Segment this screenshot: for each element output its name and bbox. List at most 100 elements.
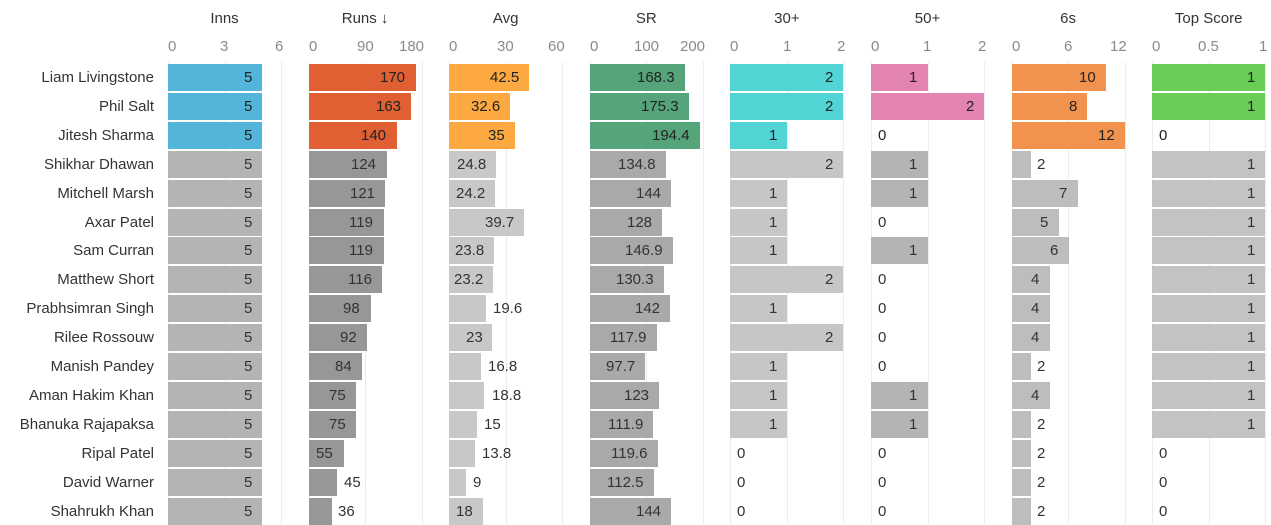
value-label-sixes: 2	[1037, 474, 1046, 491]
value-label-sixes: 2	[1037, 416, 1046, 433]
axis-tick-label: 0.5	[1198, 38, 1219, 55]
value-label-inns: 5	[244, 503, 253, 520]
value-label-inns: 5	[244, 329, 253, 346]
value-label-fifty_plus: 1	[909, 185, 918, 202]
value-label-runs: 84	[335, 358, 352, 375]
value-label-top_score: 1	[1247, 271, 1256, 288]
column-header-avg[interactable]: Avg	[492, 10, 519, 27]
bar-avg	[449, 295, 486, 322]
value-label-sixes: 2	[1037, 358, 1046, 375]
bar-runs	[309, 498, 332, 525]
player-name-label: Aman Hakim Khan	[28, 386, 154, 404]
value-label-sr: 168.3	[637, 69, 675, 86]
value-label-thirty_plus: 2	[825, 271, 834, 288]
axis-tick-label: 12	[1110, 38, 1127, 55]
value-label-inns: 5	[244, 445, 253, 462]
bar-avg	[449, 93, 510, 120]
value-label-sixes: 4	[1031, 300, 1040, 317]
value-label-fifty_plus: 1	[909, 242, 918, 259]
bar-sixes	[1012, 180, 1078, 207]
bar-runs	[309, 93, 411, 120]
gridline	[984, 62, 985, 524]
bar-sr	[590, 64, 685, 91]
gridline	[1125, 62, 1126, 524]
bar-top_score	[1152, 180, 1265, 207]
player-name-label: Rilee Rossouw	[53, 329, 154, 347]
value-label-top_score: 1	[1247, 156, 1256, 173]
bar-sixes	[1012, 122, 1125, 149]
value-label-thirty_plus: 2	[825, 69, 834, 86]
gridline	[449, 62, 450, 524]
gridline	[843, 62, 844, 524]
bar-inns	[168, 469, 262, 496]
axis-tick-label: 0	[309, 38, 318, 55]
column-header-thirty_plus[interactable]: 30+	[774, 10, 800, 27]
bar-thirty_plus	[730, 411, 787, 438]
bar-top_score	[1152, 382, 1265, 409]
player-name-label: Ripal Patel	[81, 444, 154, 462]
bar-avg	[449, 122, 515, 149]
column-header-sr[interactable]: SR	[635, 10, 657, 27]
gridline	[1152, 62, 1153, 524]
column-header-top_score[interactable]: Top Score	[1174, 10, 1243, 27]
value-label-inns: 5	[244, 185, 253, 202]
axis-tick-label: 1	[1259, 38, 1268, 55]
value-label-top_score: 0	[1159, 503, 1168, 520]
bar-avg	[449, 440, 475, 467]
bar-inns	[168, 411, 262, 438]
value-label-fifty_plus: 2	[966, 98, 975, 115]
bar-runs	[309, 324, 367, 351]
value-label-sixes: 2	[1037, 156, 1046, 173]
value-label-thirty_plus: 0	[737, 445, 746, 462]
value-label-avg: 18	[456, 503, 473, 520]
bar-top_score	[1152, 237, 1265, 264]
value-label-sr: 97.7	[606, 358, 636, 375]
value-label-thirty_plus: 1	[769, 416, 778, 433]
column-header-inns[interactable]: Inns	[210, 10, 239, 27]
bar-runs	[309, 266, 382, 293]
bar-sr	[590, 266, 664, 293]
bar-avg	[449, 353, 481, 380]
bar-sixes	[1012, 469, 1031, 496]
value-label-sixes: 4	[1031, 329, 1040, 346]
column-header-sixes[interactable]: 6s	[1060, 10, 1077, 27]
bar-avg	[449, 209, 524, 236]
value-label-inns: 5	[244, 156, 253, 173]
axis-tick-label: 0	[590, 38, 599, 55]
value-label-avg: 16.8	[488, 358, 518, 375]
value-label-sixes: 4	[1031, 271, 1040, 288]
value-label-fifty_plus: 0	[878, 329, 887, 346]
bar-top_score	[1152, 266, 1265, 293]
value-label-top_score: 0	[1159, 474, 1168, 491]
gridline	[871, 62, 872, 524]
bar-inns	[168, 122, 262, 149]
bar-avg	[449, 382, 484, 409]
bar-inns	[168, 440, 262, 467]
axis-tick-label: 6	[275, 38, 284, 55]
value-label-inns: 5	[244, 474, 253, 491]
bar-runs	[309, 64, 416, 91]
value-label-fifty_plus: 1	[909, 156, 918, 173]
value-label-sixes: 5	[1040, 214, 1049, 231]
value-label-thirty_plus: 2	[825, 329, 834, 346]
gridline	[281, 62, 282, 524]
value-label-sr: 112.5	[607, 474, 644, 491]
column-header-runs[interactable]: Runs ↓	[341, 10, 389, 27]
bar-runs	[309, 469, 337, 496]
bar-runs	[309, 382, 356, 409]
bar-avg	[449, 237, 494, 264]
bar-fifty_plus	[871, 411, 928, 438]
bar-runs	[309, 295, 371, 322]
value-label-sixes: 12	[1098, 127, 1115, 144]
gridline	[646, 62, 647, 524]
value-label-runs: 170	[380, 69, 406, 86]
bar-sixes	[1012, 151, 1031, 178]
value-label-runs: 75	[329, 416, 346, 433]
gridline	[787, 62, 788, 524]
column-header-fifty_plus[interactable]: 50+	[914, 10, 941, 27]
value-label-thirty_plus: 1	[769, 214, 778, 231]
value-label-avg: 24.8	[457, 156, 487, 173]
value-label-top_score: 1	[1247, 185, 1256, 202]
gridline	[928, 62, 929, 524]
bar-thirty_plus	[730, 209, 787, 236]
